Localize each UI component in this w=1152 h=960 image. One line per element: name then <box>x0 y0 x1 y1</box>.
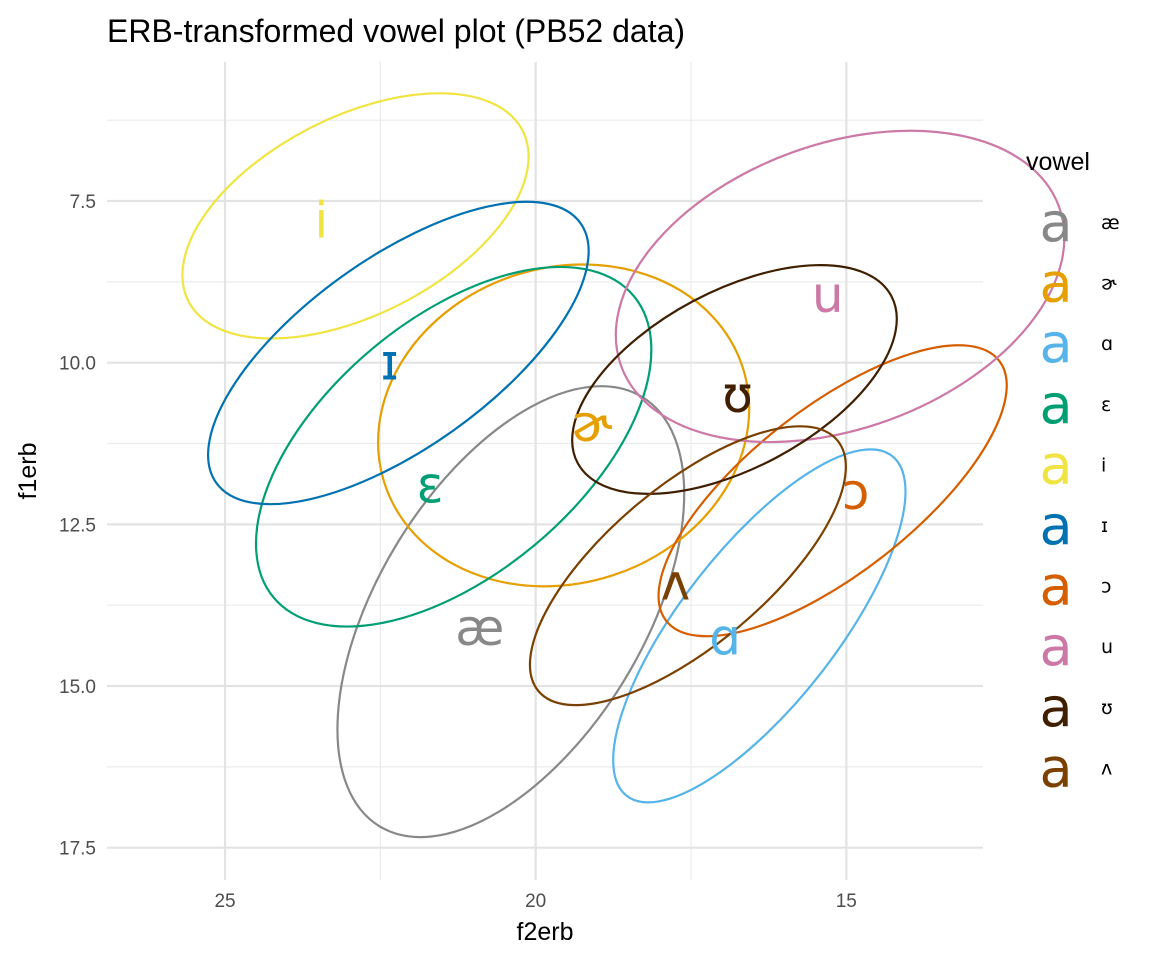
legend-key-glyph: a <box>1039 555 1072 618</box>
ellipse-ɑ <box>612 448 907 804</box>
ellipse-æ <box>336 385 686 839</box>
x-tick-label: 20 <box>525 891 546 912</box>
ellipse-i <box>181 92 530 340</box>
vowel-label-ɪ: ɪ <box>380 334 399 392</box>
legend-key-glyph: a <box>1039 494 1072 557</box>
vowel-label-ʌ: ʌ <box>661 554 691 612</box>
legend-key-glyph: a <box>1039 373 1072 436</box>
y-tick-label: 17.5 <box>59 839 96 860</box>
y-tick-label: 7.5 <box>70 192 96 213</box>
vowel-label-ɔ: ɔ <box>842 463 869 521</box>
ellipse-ɪ <box>207 200 590 506</box>
legend-label: ʌ <box>1101 757 1112 779</box>
legend-key-glyph: a <box>1039 252 1072 315</box>
y-tick-label: 12.5 <box>59 515 96 536</box>
ellipse-ʊ <box>571 264 898 495</box>
grid <box>107 62 983 880</box>
x-tick-label: 15 <box>836 891 857 912</box>
legend-title: vowel <box>1026 148 1090 176</box>
legend-key-glyph: a <box>1039 312 1072 375</box>
legend-label: æ <box>1101 212 1120 234</box>
vowel-label-ʊ: ʊ <box>722 366 753 424</box>
y-axis-title: f1erb <box>14 443 42 500</box>
y-tick-label: 10.0 <box>59 354 96 375</box>
legend: vowel a æa ɚa ɑa ɛa ia ɪa ɔa ua ʊa ʌ <box>1026 148 1120 799</box>
vowel-label-i: i <box>314 191 328 249</box>
legend-key-glyph: a <box>1039 736 1072 799</box>
ellipse-u <box>614 129 1066 444</box>
vowel-label-ɚ: ɚ <box>571 395 612 453</box>
ellipse-ʌ <box>528 425 847 707</box>
legend-label: ʊ <box>1101 697 1113 719</box>
x-tick-label: 25 <box>214 891 235 912</box>
y-tick-label: 15.0 <box>59 677 96 698</box>
legend-items: a æa ɚa ɑa ɛa ia ɪa ɔa ua ʊa ʌ <box>1039 191 1119 799</box>
x-axis-ticks: 25 20 15 <box>214 891 856 912</box>
legend-key-glyph: a <box>1039 676 1072 739</box>
legend-label: ɪ <box>1101 515 1108 537</box>
legend-label: i <box>1101 454 1106 476</box>
legend-label: ɔ <box>1101 576 1111 598</box>
ellipse-ɛ <box>254 265 653 628</box>
ellipse-ɔ <box>657 344 1008 638</box>
x-axis-title: f2erb <box>517 918 574 946</box>
legend-label: ɛ <box>1101 394 1111 416</box>
legend-key-glyph: a <box>1039 191 1072 254</box>
vowel-label-layer: æ ɚ ɑ ɛ i ɪ ɔ u ʊ ʌ <box>314 191 869 666</box>
vowel-label-ɑ: ɑ <box>709 609 741 667</box>
vowel-label-ɛ: ɛ <box>417 457 444 515</box>
legend-label: ɚ <box>1101 273 1117 295</box>
ellipse-layer <box>181 92 1066 839</box>
chart-title: ERB-transformed vowel plot (PB52 data) <box>107 13 685 49</box>
legend-label: ɑ <box>1101 333 1113 355</box>
legend-label: u <box>1101 636 1113 658</box>
legend-key-glyph: a <box>1039 615 1072 678</box>
ellipse-ɚ <box>376 263 751 588</box>
vowel-label-u: u <box>812 266 844 324</box>
y-axis-ticks: 7.5 10.0 12.5 15.0 17.5 <box>59 192 96 860</box>
vowel-label-æ: æ <box>455 599 504 657</box>
legend-key-glyph: a <box>1039 433 1072 496</box>
